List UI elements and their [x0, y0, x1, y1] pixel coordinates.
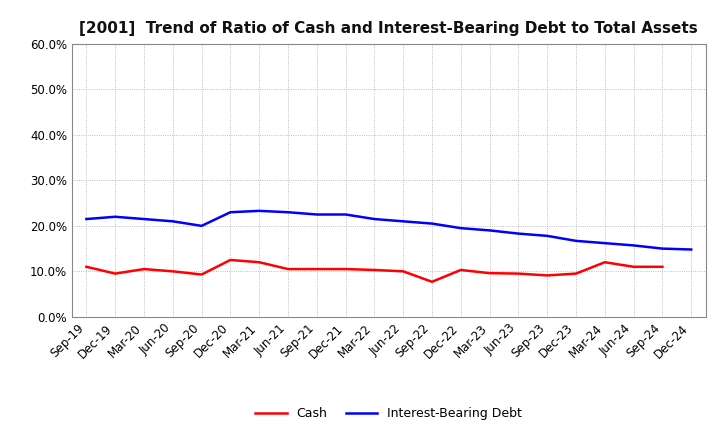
Cash [341, 266, 350, 271]
Cash [226, 257, 235, 263]
Cash [140, 266, 148, 271]
Interest-Bearing Debt [284, 209, 292, 215]
Interest-Bearing Debt [255, 208, 264, 213]
Cash [514, 271, 523, 276]
Interest-Bearing Debt [370, 216, 379, 222]
Title: [2001]  Trend of Ratio of Cash and Interest-Bearing Debt to Total Assets: [2001] Trend of Ratio of Cash and Intere… [79, 21, 698, 36]
Cash [428, 279, 436, 284]
Cash [456, 268, 465, 273]
Interest-Bearing Debt [485, 228, 494, 233]
Interest-Bearing Debt [456, 225, 465, 231]
Interest-Bearing Debt [312, 212, 321, 217]
Interest-Bearing Debt [197, 223, 206, 228]
Cash [600, 260, 609, 265]
Cash [658, 264, 667, 269]
Cash [370, 268, 379, 273]
Line: Interest-Bearing Debt: Interest-Bearing Debt [86, 211, 691, 249]
Interest-Bearing Debt [341, 212, 350, 217]
Cash [255, 260, 264, 265]
Interest-Bearing Debt [600, 241, 609, 246]
Interest-Bearing Debt [82, 216, 91, 222]
Cash [629, 264, 638, 269]
Cash [572, 271, 580, 276]
Legend: Cash, Interest-Bearing Debt: Cash, Interest-Bearing Debt [251, 402, 527, 425]
Cash [168, 269, 177, 274]
Interest-Bearing Debt [572, 238, 580, 243]
Interest-Bearing Debt [226, 209, 235, 215]
Interest-Bearing Debt [168, 219, 177, 224]
Cash [284, 266, 292, 271]
Interest-Bearing Debt [428, 221, 436, 226]
Cash [485, 271, 494, 276]
Interest-Bearing Debt [111, 214, 120, 220]
Interest-Bearing Debt [629, 243, 638, 248]
Cash [543, 273, 552, 278]
Interest-Bearing Debt [687, 247, 696, 252]
Line: Cash: Cash [86, 260, 662, 282]
Cash [197, 272, 206, 277]
Interest-Bearing Debt [658, 246, 667, 251]
Cash [312, 266, 321, 271]
Interest-Bearing Debt [543, 233, 552, 238]
Interest-Bearing Debt [399, 219, 408, 224]
Interest-Bearing Debt [514, 231, 523, 236]
Cash [399, 269, 408, 274]
Cash [111, 271, 120, 276]
Cash [82, 264, 91, 269]
Interest-Bearing Debt [140, 216, 148, 222]
